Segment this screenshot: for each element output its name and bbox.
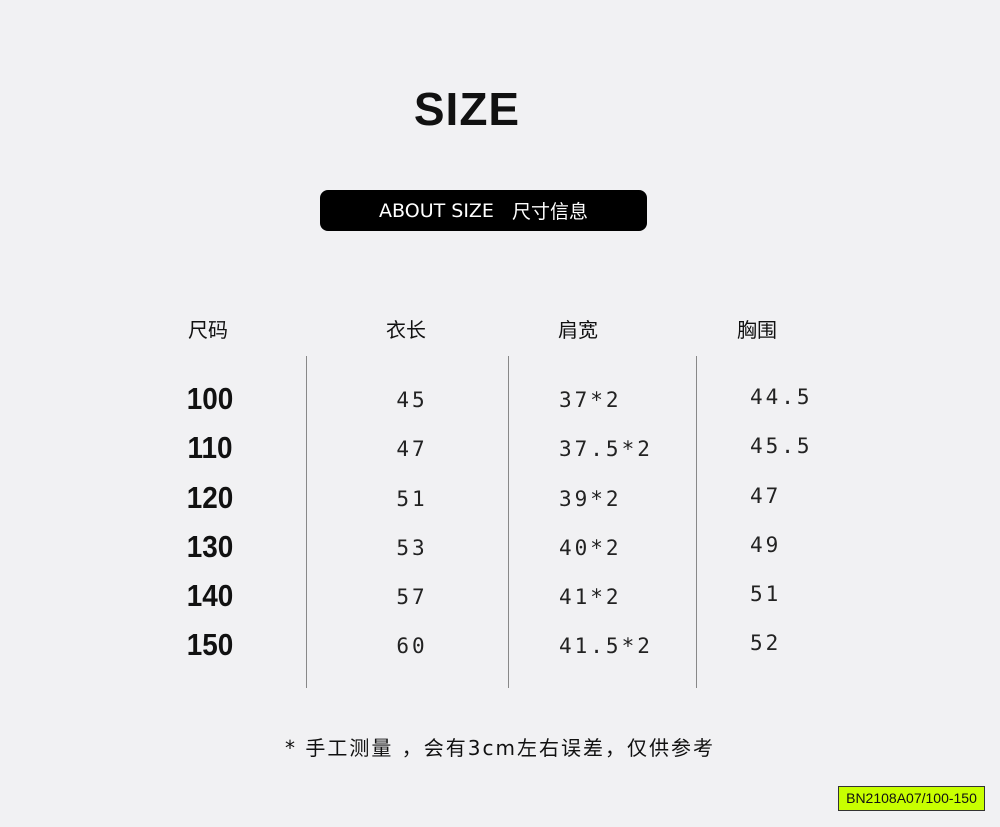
note: * 手工测量 ，会有3cm左右误差，仅供参考 xyxy=(285,736,715,760)
divider xyxy=(508,356,509,688)
divider xyxy=(696,356,697,688)
length-cell: 53 xyxy=(396,536,428,560)
shoulder-cell: 41.5*2 xyxy=(559,634,653,658)
shoulder-cell: 41*2 xyxy=(559,585,622,609)
shoulder-cell: 37*2 xyxy=(559,388,622,412)
shoulder-cell: 40*2 xyxy=(559,536,622,560)
badge-zh: 尺寸信息 xyxy=(511,201,588,223)
length-cell: 45 xyxy=(396,388,428,412)
length-cell: 60 xyxy=(396,634,428,658)
size-cell: 110 xyxy=(187,430,233,465)
divider xyxy=(306,356,307,688)
product-code: BN2108A07/100-150 xyxy=(838,786,985,811)
shoulder-cell: 37.5*2 xyxy=(559,437,653,461)
length-cell: 47 xyxy=(396,437,428,461)
badge-en: ABOUT SIZE xyxy=(379,199,494,222)
chest-cell: 45.5 xyxy=(750,434,813,458)
column-header: 胸围 xyxy=(737,318,777,342)
column-header: 衣长 xyxy=(386,318,426,342)
shoulder-cell: 39*2 xyxy=(559,487,622,511)
chest-cell: 51 xyxy=(750,582,782,606)
size-cell: 120 xyxy=(186,480,234,515)
chest-cell: 47 xyxy=(750,484,782,508)
column-header: 尺码 xyxy=(188,318,228,342)
title: SIZE xyxy=(413,83,521,135)
size-cell: 130 xyxy=(186,529,234,564)
size-cell: 150 xyxy=(186,627,234,662)
chest-cell: 44.5 xyxy=(750,385,813,409)
badge: ABOUT SIZE 尺寸信息 xyxy=(320,190,647,231)
chest-cell: 49 xyxy=(750,533,782,557)
size-cell: 100 xyxy=(186,381,234,416)
length-cell: 57 xyxy=(396,585,428,609)
chest-cell: 52 xyxy=(750,631,782,655)
length-cell: 51 xyxy=(396,487,428,511)
column-header: 肩宽 xyxy=(558,318,598,342)
size-cell: 140 xyxy=(186,578,234,613)
